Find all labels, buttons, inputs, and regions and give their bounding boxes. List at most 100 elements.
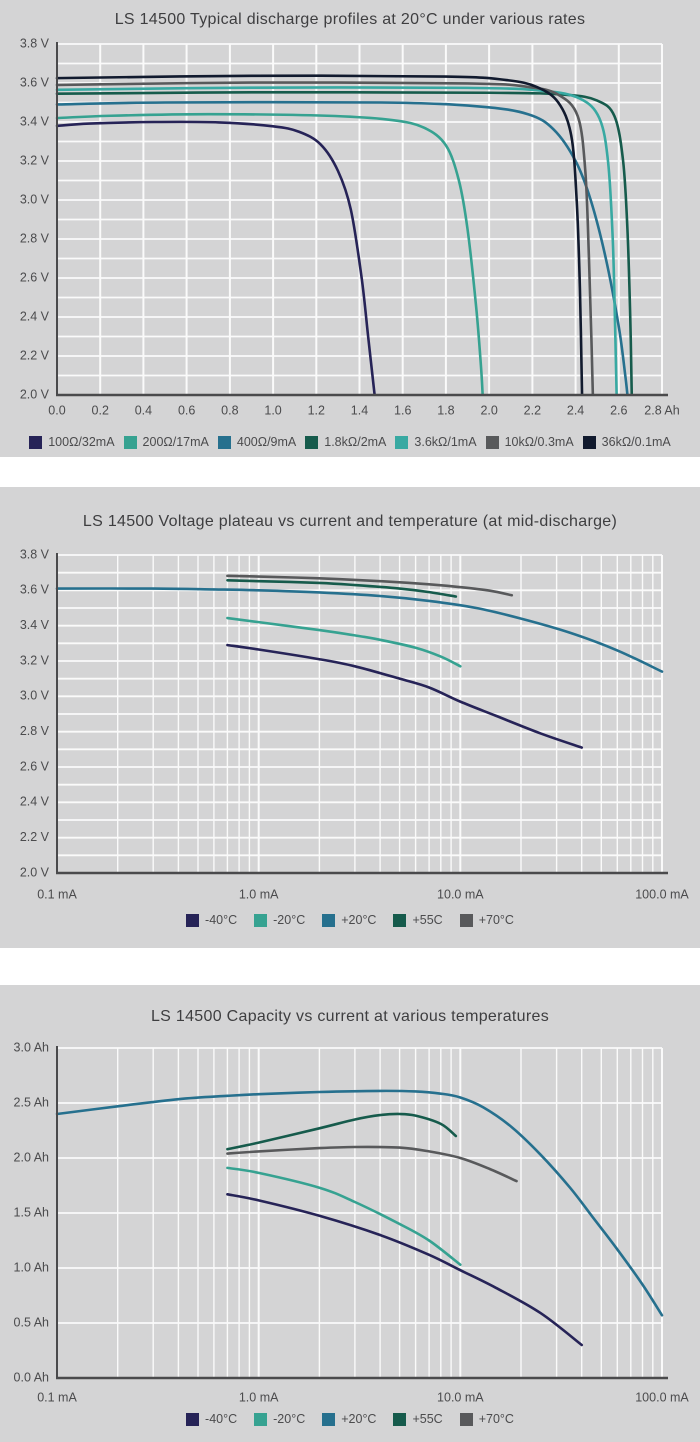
y-tick-label: 3.0 V <box>20 689 50 703</box>
legend-swatch-icon <box>123 435 137 449</box>
legend-swatch-icon <box>459 913 473 927</box>
legend-label: -20°C <box>273 1412 306 1426</box>
legend-item: 1.8kΩ/2mA <box>305 435 386 449</box>
tick-labels: 3.8 V 3.6 V 3.4 V 3.2 V 3.0 V 2.8 V 2.6 V 2.4 V… <box>20 36 680 417</box>
series-line--20°C <box>226 1166 462 1266</box>
series-line-200Ω/17mA <box>55 112 484 395</box>
series-line-400Ω/9mA <box>55 100 629 395</box>
legend-item: 100Ω/32mA <box>29 435 115 449</box>
x-tick-label: 1.2 <box>308 403 325 417</box>
legend-item: 3.6kΩ/1mA <box>395 435 477 449</box>
x-tick-label: 2.2 <box>524 403 541 417</box>
y-tick-label: 2.6 V <box>20 759 50 773</box>
legend-swatch-icon <box>254 1412 268 1426</box>
x-tick-label: 0.4 <box>135 403 152 417</box>
legend-label: 200Ω/17mA <box>142 435 209 449</box>
series-line-10kΩ/0.3mA <box>55 81 595 395</box>
series-line-+55C <box>226 1112 458 1151</box>
series-line-+70°C <box>226 574 514 597</box>
legend-item: 36kΩ/0.1mA <box>582 435 671 449</box>
y-tick-label: 2.8 V <box>20 231 50 245</box>
chart-canvas: 3.8 V 3.6 V 3.4 V 3.2 V 3.0 V 2.8 V 2.6 V 2.4 V… <box>20 547 690 901</box>
x-tick-label: 100.0 mA <box>635 887 689 901</box>
legend-item: -20°C <box>254 1412 305 1426</box>
legend-swatch-icon <box>186 1412 200 1426</box>
legend-item: +20°C <box>322 913 376 927</box>
y-tick-label: 1.0 Ah <box>14 1260 49 1274</box>
y-tick-label: 3.6 V <box>20 583 50 597</box>
y-tick-label: 3.0 Ah <box>14 1040 49 1054</box>
chart-title: LS 14500 Capacity vs current at various … <box>150 1008 549 1025</box>
chart-panel-voltage-plateau: LS 14500 Voltage plateau vs current and … <box>0 487 700 948</box>
legend-swatch-icon <box>393 913 407 927</box>
legend-label: -40°C <box>205 913 238 927</box>
legend-swatch-icon <box>29 435 43 449</box>
x-tick-label: 0.2 <box>92 403 109 417</box>
legend-swatch-icon <box>217 435 231 449</box>
series-group <box>55 74 634 395</box>
legend-label: +55C <box>412 1412 443 1426</box>
legend-item: +70°C <box>459 1412 514 1426</box>
legend-swatch-icon <box>305 435 319 449</box>
legend-item: +55C <box>393 913 443 927</box>
legend-swatch-icon <box>393 1412 407 1426</box>
chart-canvas: 3.8 V 3.6 V 3.4 V 3.2 V 3.0 V 2.8 V 2.6 V 2.4 V… <box>20 36 680 417</box>
grid <box>56 43 663 396</box>
y-tick-label: 3.8 V <box>20 547 50 561</box>
x-tick-label: 1.0 <box>264 403 281 417</box>
y-tick-label: 2.0 V <box>20 865 50 879</box>
y-tick-label: 3.2 V <box>20 153 50 167</box>
legend-label: +20°C <box>341 913 377 927</box>
legend-item: +20°C <box>322 1412 376 1426</box>
legend-item: -40°C <box>186 913 237 927</box>
legend-label: +70°C <box>478 913 514 927</box>
x-tick-label: 0.1 mA <box>37 1390 77 1404</box>
legend-label: 10kΩ/0.3mA <box>504 435 574 449</box>
series-line-+20°C <box>55 1089 664 1317</box>
legend-item: 400Ω/9mA <box>217 435 297 449</box>
y-tick-label: 3.0 V <box>20 192 50 206</box>
legend-label: 400Ω/9mA <box>236 435 297 449</box>
series-line--40°C <box>226 1193 584 1347</box>
series-line-100Ω/32mA <box>55 120 376 395</box>
tick-labels: 3.0 Ah 2.5 Ah 2.0 Ah 1.5 Ah 1.0 Ah 0.5 Ah 0.0 … <box>14 1040 690 1404</box>
y-tick-label: 2.2 V <box>20 348 50 362</box>
legend-label: -20°C <box>273 913 306 927</box>
legend-label: +70°C <box>478 1412 514 1426</box>
y-tick-label: 2.5 Ah <box>14 1095 49 1109</box>
y-tick-label: 0.0 Ah <box>14 1370 49 1384</box>
y-tick-label: 2.0 V <box>20 387 50 401</box>
chart-plot-area: 3.8 V 3.6 V 3.4 V 3.2 V 3.0 V 2.8 V 2.6 V 2.4 V… <box>0 487 700 953</box>
x-tick-label: 2.6 <box>610 403 627 417</box>
x-tick-label: 1.8 <box>437 403 454 417</box>
x-tick-label: 2.0 <box>480 403 497 417</box>
legend-label: -40°C <box>205 1412 238 1426</box>
legend-swatch-icon <box>485 435 499 449</box>
series-line--40°C <box>226 643 584 749</box>
y-tick-label: 1.5 Ah <box>14 1205 49 1219</box>
legend-item: -40°C <box>186 1412 237 1426</box>
chart-plot-area: 3.8 V 3.6 V 3.4 V 3.2 V 3.0 V 2.8 V 2.6 V 2.4 V… <box>0 0 700 462</box>
x-tick-label: 100.0 mA <box>635 1390 689 1404</box>
grid <box>56 1047 663 1379</box>
legend-item: +70°C <box>459 913 514 927</box>
grid <box>56 554 663 874</box>
x-tick-label: 2.4 <box>567 403 584 417</box>
y-tick-label: 3.6 V <box>20 75 50 89</box>
legend-swatch-icon <box>254 913 268 927</box>
y-tick-label: 2.8 V <box>20 724 50 738</box>
series-group <box>55 574 664 749</box>
x-tick-label: 0.6 <box>178 403 195 417</box>
legend-swatch-icon <box>322 1412 336 1426</box>
series-group <box>55 1089 664 1347</box>
y-tick-label: 2.4 V <box>20 795 50 809</box>
legend-swatch-icon <box>459 1412 473 1426</box>
legend-label: 1.8kΩ/2mA <box>324 435 387 449</box>
y-tick-label: 2.2 V <box>20 830 50 844</box>
x-tick-label: 10.0 mA <box>437 1390 484 1404</box>
series-line-3.6kΩ/1mA <box>55 86 618 395</box>
legend-label: 36kΩ/0.1mA <box>601 435 671 449</box>
x-tick-label: 0.1 mA <box>37 887 77 901</box>
chart-panel-capacity: LS 14500 Capacity vs current at various … <box>0 985 700 1442</box>
